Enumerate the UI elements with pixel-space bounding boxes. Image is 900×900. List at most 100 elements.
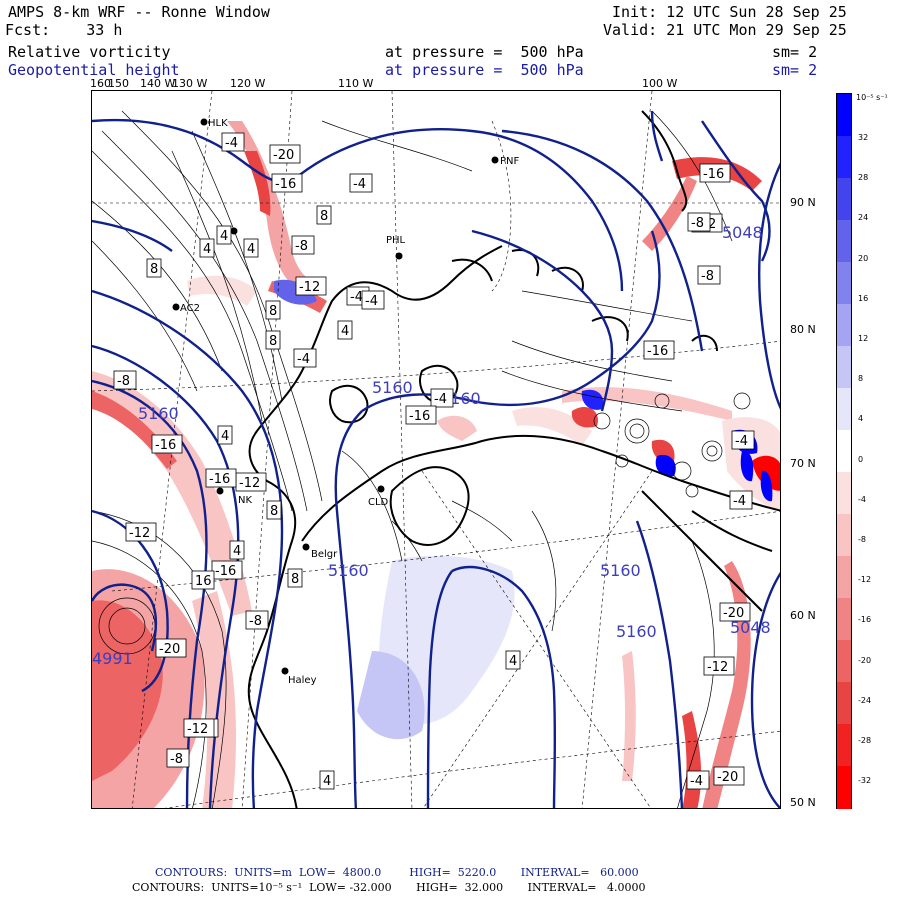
- svg-text:-4: -4: [350, 290, 363, 305]
- height-label: 5160: [138, 404, 179, 423]
- svg-text:8: 8: [150, 262, 158, 277]
- colorbar-tick-label: 12: [858, 334, 869, 343]
- vorticity-label: -12: [295, 276, 327, 296]
- svg-text:8: 8: [320, 209, 328, 224]
- colorbar-tick-label: -28: [858, 736, 872, 745]
- vorticity-label: -4: [361, 290, 385, 310]
- vorticity-label: -16: [643, 340, 675, 360]
- svg-text:-4: -4: [733, 494, 746, 509]
- svg-text:-4: -4: [353, 177, 366, 192]
- svg-text:8: 8: [269, 304, 277, 319]
- field1-level: at pressure = 500 hPa: [385, 43, 584, 61]
- map-panel[interactable]: HLK PNF PHL AC2 CLD Belgr Haley NK 5048 …: [91, 90, 781, 809]
- height-label: 5048: [730, 618, 771, 637]
- svg-text:16: 16: [195, 574, 212, 589]
- vorticity-label: -16: [151, 434, 183, 454]
- colorbar-tick-label: 0: [858, 454, 864, 464]
- height-label: 5048: [722, 223, 763, 242]
- field2-name: Geopotential height: [8, 61, 180, 79]
- field1-name: Relative vorticity: [8, 43, 171, 61]
- vorticity-label: -8: [697, 265, 721, 285]
- field2-smoothing: sm= 2: [772, 61, 818, 79]
- colorbar-segment: [837, 220, 851, 264]
- svg-text:-16: -16: [275, 177, 296, 192]
- vorticity-label: 8: [266, 500, 282, 520]
- station-phl: PHL: [386, 235, 406, 246]
- vorticity-label: -16: [405, 405, 437, 425]
- svg-text:-12: -12: [299, 280, 320, 295]
- vorticity-label: -12: [703, 656, 735, 676]
- lat-label: 70 N: [790, 457, 816, 470]
- svg-text:-16: -16: [209, 472, 230, 487]
- lon-label: 110 W: [338, 77, 374, 90]
- svg-text:-20: -20: [723, 606, 744, 621]
- vorticity-labels: -4-20-16 -484-8448-128-44-4-164-8-48-12-1…: [113, 132, 755, 790]
- station-cld: CLD: [368, 497, 389, 508]
- svg-text:4: 4: [233, 544, 241, 559]
- vorticity-label: -8: [291, 235, 315, 255]
- vorticity-label: -20: [155, 638, 187, 658]
- svg-text:4: 4: [323, 774, 331, 789]
- colorbar-tick-label: -24: [858, 695, 872, 705]
- svg-text:-4: -4: [225, 136, 238, 151]
- vorticity-label: -4: [686, 770, 710, 790]
- colorbar-segment: [837, 388, 851, 432]
- svg-text:-8: -8: [117, 374, 130, 389]
- colorbar-tick-label: 32: [858, 133, 869, 142]
- svg-text:-16: -16: [155, 438, 176, 453]
- station-labels: HLK PNF PHL AC2 CLD Belgr Haley NK: [180, 118, 520, 686]
- field2-level: at pressure = 500 hPa: [385, 61, 584, 79]
- colorbar-segment: [837, 94, 851, 138]
- svg-text:-4: -4: [735, 434, 748, 449]
- colorbar-tick-label: -32: [858, 776, 872, 786]
- lon-label: 130 W: [172, 77, 208, 90]
- svg-text:4: 4: [203, 242, 211, 257]
- colorbar-tick-label: -4: [858, 494, 866, 504]
- lat-label: 60 N: [790, 609, 816, 622]
- lat-label: 50 N: [790, 796, 816, 809]
- svg-text:-16: -16: [215, 564, 236, 579]
- svg-text:4: 4: [220, 229, 228, 244]
- height-label: 5160: [328, 561, 369, 580]
- vorticity-label: -12: [235, 472, 267, 492]
- colorbar-segment: [837, 136, 851, 180]
- svg-text:-20: -20: [717, 770, 738, 785]
- vorticity-label: 4: [216, 225, 232, 245]
- station-hlk: HLK: [208, 118, 228, 129]
- svg-text:-12: -12: [707, 660, 728, 675]
- svg-text:-16: -16: [409, 409, 430, 424]
- svg-text:4: 4: [221, 429, 229, 444]
- lon-label: 120 W: [230, 77, 266, 90]
- vorticity-label: -4: [731, 430, 755, 450]
- vorticity-label: 4: [319, 770, 335, 790]
- svg-text:-12: -12: [187, 722, 208, 737]
- colorbar-tick-label: -16: [858, 615, 872, 625]
- vorticity-label: -8: [687, 212, 711, 232]
- vorticity-label: 4: [243, 238, 259, 258]
- station-belgr: Belgr: [311, 549, 338, 560]
- svg-text:8: 8: [269, 334, 277, 349]
- colorbar-segment: [837, 514, 851, 558]
- svg-text:-20: -20: [159, 642, 180, 657]
- vorticity-label: 8: [146, 258, 162, 278]
- colorbar-tick-label: -12: [858, 575, 872, 585]
- colorbar-tick-label: 24: [858, 213, 869, 223]
- lon-label: 140 W: [140, 77, 176, 90]
- vorticity-label: -16: [205, 468, 237, 488]
- colorbar-tick-label: 4: [858, 414, 864, 424]
- colorbar-segment: [837, 766, 851, 810]
- field1-smoothing: sm= 2: [772, 43, 818, 61]
- colorbar-unit: 10⁻⁵ s⁻¹: [856, 93, 888, 102]
- colorbar-segment: [837, 178, 851, 222]
- vorticity-label: -16: [699, 163, 731, 183]
- colorbar-segment: [837, 262, 851, 306]
- vorticity-label: -8: [245, 610, 269, 630]
- colorbar-tick-label: 8: [858, 374, 864, 384]
- colorbar-tick-label: -8: [858, 535, 866, 544]
- colorbar-segment: [837, 682, 851, 726]
- vorticity-label: 4: [199, 238, 215, 258]
- vorticity-label: -4: [729, 490, 753, 510]
- valid-time: Valid: 21 UTC Mon 29 Sep 25: [603, 21, 847, 39]
- vorticity-label: -4: [430, 388, 454, 408]
- svg-text:-8: -8: [691, 216, 704, 231]
